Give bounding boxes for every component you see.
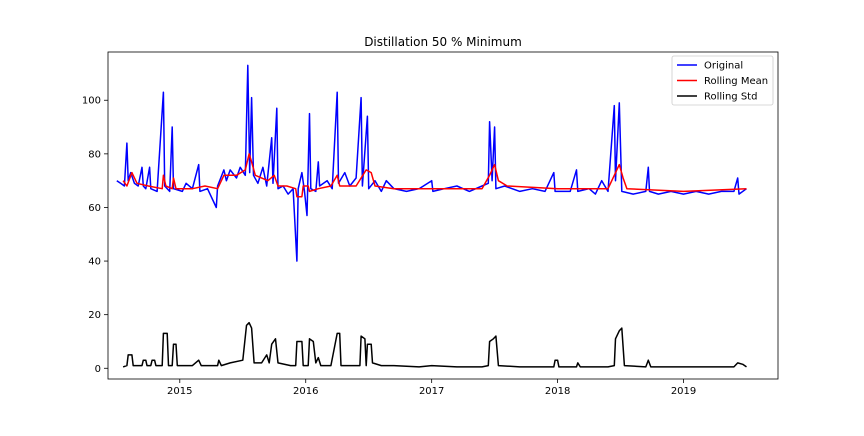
axes-frame (107, 51, 779, 380)
y-tick-label: 20 (88, 310, 101, 321)
series-line-rolling-std (122, 321, 747, 368)
legend-label-original: Original (704, 61, 743, 72)
x-tick-label: 2017 (419, 386, 444, 397)
series-line-rolling-mean (122, 153, 747, 198)
legend-label-rolling-mean: Rolling Mean (704, 76, 768, 87)
y-tick-label: 0 (95, 364, 101, 375)
x-tick-label: 2016 (293, 386, 318, 397)
series-line-original (116, 64, 747, 262)
x-tick-label: 2018 (545, 386, 570, 397)
y-tick-label: 40 (88, 257, 101, 268)
ticks-layer: 2015 2016 2017 2018 2019 0 20 40 60 80 100 (82, 96, 696, 397)
y-tick-label: 60 (88, 203, 101, 214)
series-layer (116, 64, 747, 368)
legend-label-rolling-std: Rolling Std (704, 92, 757, 103)
x-tick-label: 2015 (167, 386, 192, 397)
chart-title: Distillation 50 % Minimum (364, 35, 522, 49)
x-tick-label: 2019 (671, 386, 696, 397)
legend-box (671, 55, 774, 106)
y-tick-label: 80 (88, 149, 101, 160)
legend: Original Rolling Mean Rolling Std (671, 55, 774, 106)
y-tick-label: 100 (82, 96, 101, 107)
